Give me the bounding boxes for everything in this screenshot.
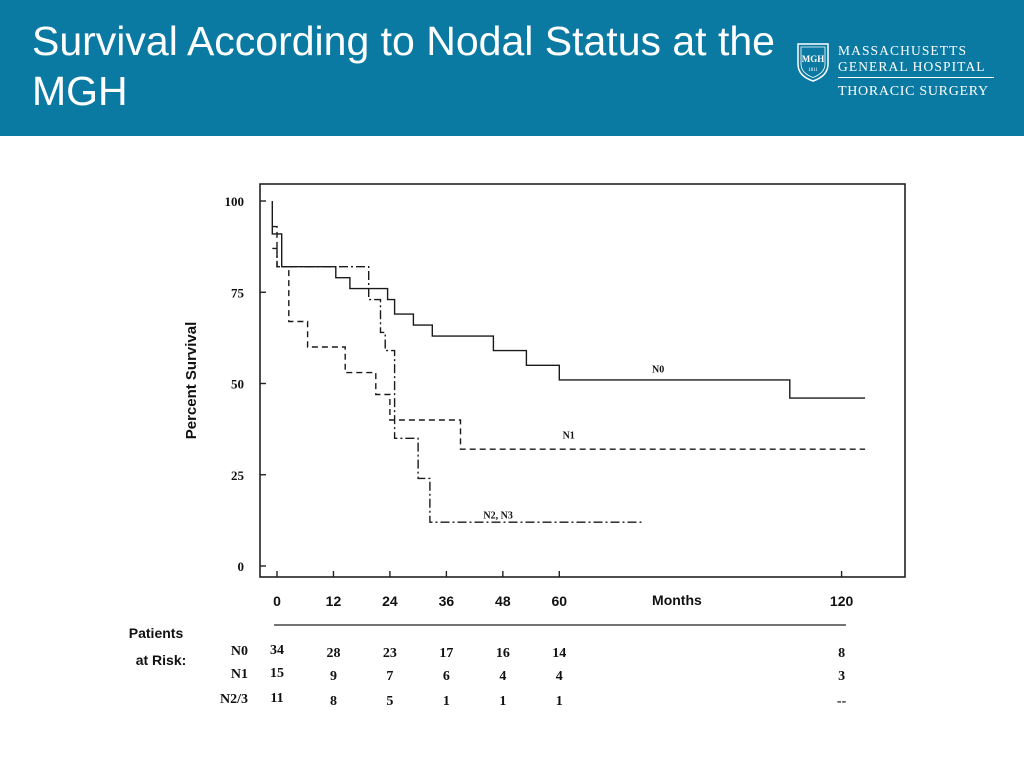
risk-cell: 1	[556, 694, 563, 709]
logo-org-line2: GENERAL HOSPITAL	[838, 59, 986, 74]
mgh-shield-icon: MGH 1811	[797, 43, 829, 82]
x-tick-label: 12	[326, 593, 342, 609]
y-tick-label: 75	[231, 285, 245, 300]
risk-cell: 11	[270, 691, 283, 706]
logo-shield-text: MGH	[802, 54, 825, 64]
risk-cell: 15	[270, 666, 284, 681]
series-label-2: N1	[563, 430, 575, 441]
y-tick-label: 0	[238, 559, 245, 574]
risk-cell: --	[837, 694, 847, 709]
y-axis-title: Percent Survival	[183, 322, 200, 440]
series-label-3: N2, N3	[483, 511, 512, 522]
risk-cell: 7	[386, 669, 393, 684]
x-tick-label: 120	[830, 593, 854, 609]
risk-cell: 17	[439, 646, 453, 661]
risk-cell: 23	[383, 646, 397, 661]
y-tick-label: 25	[231, 468, 245, 483]
plot-frame	[259, 183, 906, 578]
risk-table-header: Patients	[129, 625, 184, 641]
series-line-3	[272, 247, 644, 523]
title-banner: Survival According to Nodal Status at th…	[0, 0, 1024, 136]
risk-cell: 6	[443, 669, 450, 684]
y-tick-label: 100	[225, 194, 245, 209]
risk-row-label: N1	[231, 667, 248, 682]
mgh-logo: MGH 1811 MASSACHUSETTS GENERAL HOSPITAL …	[796, 40, 1006, 104]
logo-department: THORACIC SURGERY	[838, 84, 989, 99]
x-tick-label: 0	[273, 593, 281, 609]
risk-row-label: N0	[231, 644, 248, 659]
risk-cell: 34	[270, 643, 284, 658]
series-label-1: N0	[652, 365, 664, 376]
risk-cell: 1	[499, 694, 506, 709]
x-axis-title: Months	[652, 592, 702, 608]
logo-org-line1: MASSACHUSETTS	[838, 43, 968, 58]
series-line-1	[271, 201, 866, 399]
risk-cell: 28	[326, 646, 340, 661]
risk-cell: 4	[556, 669, 563, 684]
risk-cell: 8	[330, 694, 337, 709]
series-line-2	[272, 225, 866, 450]
risk-cell: 5	[386, 694, 393, 709]
risk-cell: 8	[838, 646, 845, 661]
y-tick-label: 50	[231, 377, 244, 392]
risk-cell: 14	[552, 646, 566, 661]
x-tick-label: 48	[495, 593, 511, 609]
x-tick-label: 24	[382, 593, 398, 609]
risk-cell: 16	[496, 646, 510, 661]
risk-cell: 4	[499, 669, 506, 684]
logo-shield-year: 1811	[808, 68, 818, 73]
risk-cell: 1	[443, 694, 450, 709]
x-tick-label: 60	[552, 593, 568, 609]
x-tick-label: 36	[439, 593, 455, 609]
risk-cell: 9	[330, 669, 337, 684]
logo-divider	[838, 77, 994, 78]
slide-title: Survival According to Nodal Status at th…	[32, 18, 775, 114]
risk-row-label: N2/3	[220, 692, 248, 707]
risk-cell: 3	[838, 669, 845, 684]
risk-table-header: at Risk:	[136, 652, 187, 668]
